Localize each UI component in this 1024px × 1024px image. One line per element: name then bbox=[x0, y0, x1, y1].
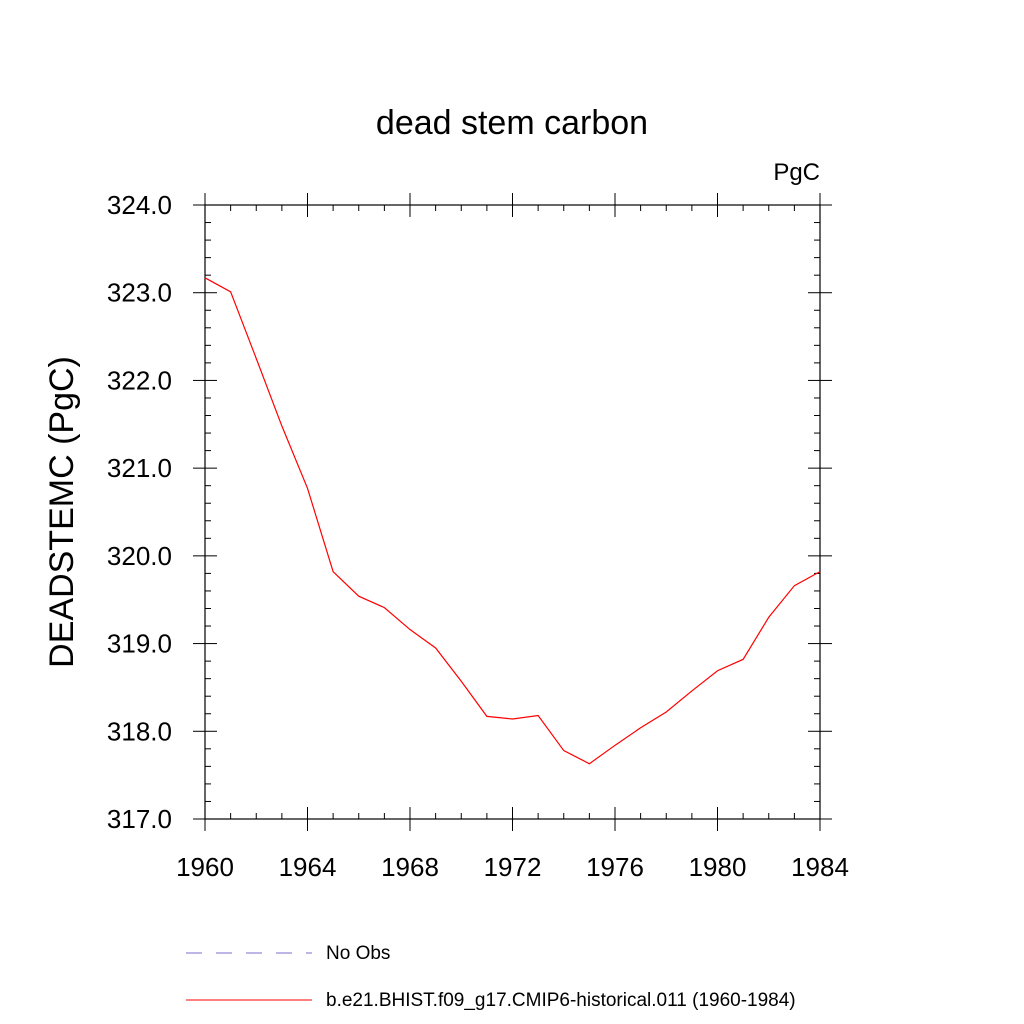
y-tick-label: 322.0 bbox=[107, 365, 172, 395]
y-tick-label: 321.0 bbox=[107, 453, 172, 483]
legend-label-no-obs: No Obs bbox=[326, 943, 390, 964]
y-tick-label: 323.0 bbox=[107, 278, 172, 308]
x-tick-label: 1976 bbox=[586, 852, 644, 882]
y-tick-labels: 317.0 318.0 319.0 320.0 321.0 322.0 323.0 324.0 bbox=[107, 190, 172, 834]
x-tick-label: 1968 bbox=[381, 852, 439, 882]
plot-frame bbox=[204, 204, 821, 820]
y-tick-label: 318.0 bbox=[107, 716, 172, 746]
x-tick-label: 1984 bbox=[791, 852, 849, 882]
y-axis-label: DEADSTEMC (PgC) bbox=[43, 356, 81, 668]
legend: No Obs b.e21.BHIST.f09_g17.CMIP6-histori… bbox=[186, 943, 796, 1011]
units-label: PgC bbox=[773, 159, 820, 186]
x-tick-label: 1972 bbox=[484, 852, 542, 882]
x-tick-label: 1980 bbox=[689, 852, 747, 882]
x-tick-label: 1960 bbox=[176, 852, 234, 882]
series-line bbox=[204, 277, 821, 765]
x-tick-labels: 1960 1964 1968 1972 1976 1980 1984 bbox=[176, 852, 849, 882]
axis-ticks bbox=[193, 193, 832, 831]
y-tick-label: 319.0 bbox=[107, 629, 172, 659]
y-tick-label: 317.0 bbox=[107, 804, 172, 834]
legend-label-model-run: b.e21.BHIST.f09_g17.CMIP6-historical.011… bbox=[326, 990, 796, 1011]
chart-title: dead stem carbon bbox=[376, 104, 648, 142]
y-tick-label: 320.0 bbox=[107, 541, 172, 571]
y-tick-label: 324.0 bbox=[107, 190, 172, 220]
series-group bbox=[204, 277, 821, 765]
x-tick-label: 1964 bbox=[279, 852, 337, 882]
